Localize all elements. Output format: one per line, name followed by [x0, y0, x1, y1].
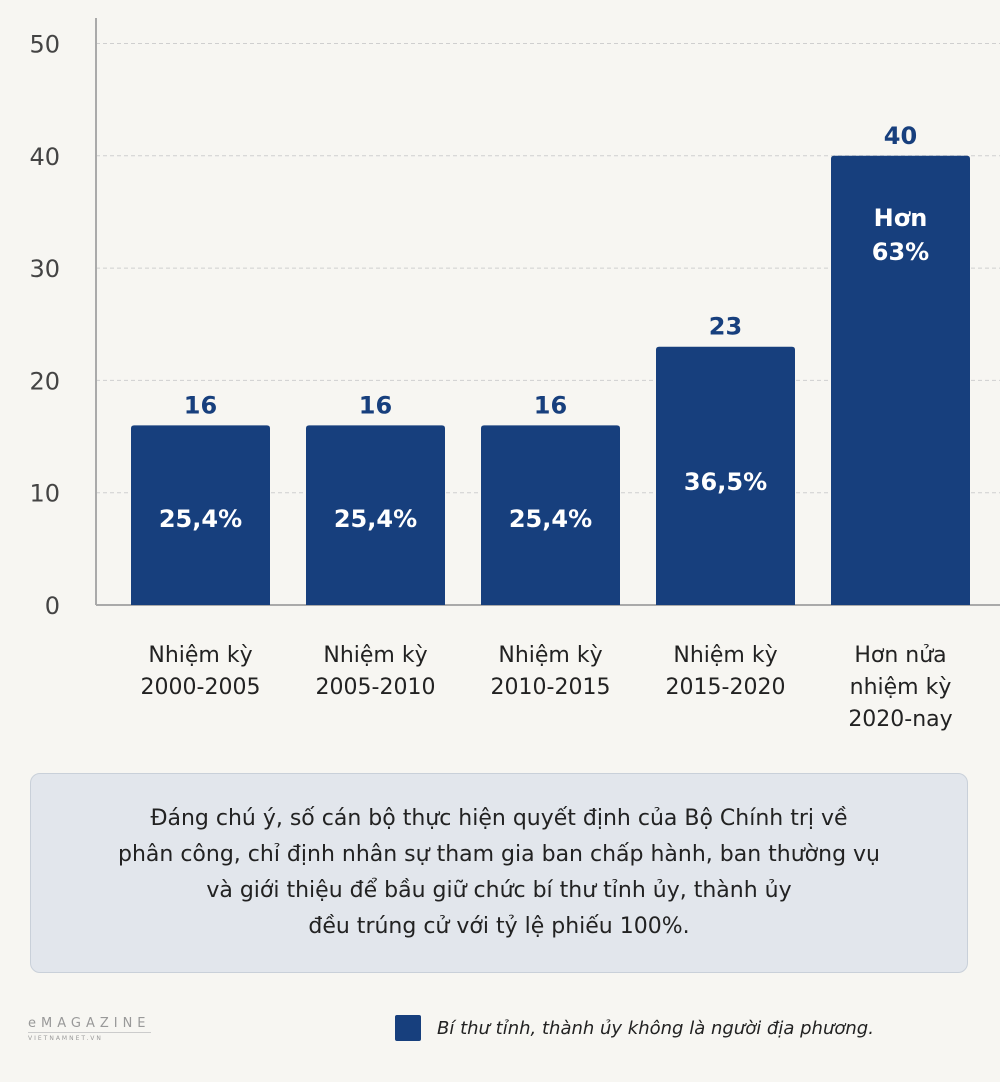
bar-percent-label: 36,5%: [684, 468, 767, 496]
x-tick-label: 2010-2015: [491, 675, 611, 700]
bar-value-label: 16: [534, 391, 567, 419]
bar-value-label: 23: [709, 313, 742, 341]
bar-percent-label: 25,4%: [159, 505, 242, 533]
y-tick-label: 10: [29, 480, 60, 508]
bar-percent-label: 25,4%: [509, 505, 592, 533]
bar-value-label: 40: [884, 122, 917, 150]
bar: [656, 346, 795, 605]
x-tick-label: 2015-2020: [666, 675, 786, 700]
legend-label: Bí thư tỉnh, thành ủy không là người địa…: [437, 1017, 874, 1039]
bar: [131, 425, 270, 605]
x-tick-label: 2020-nay: [848, 707, 952, 732]
y-tick-label: 50: [29, 31, 60, 59]
x-tick-label: nhiệm kỳ: [850, 675, 952, 700]
emagazine-logo: eMAGAZINE VIETNAMNET.VN: [28, 1016, 151, 1042]
y-tick-label: 40: [29, 143, 60, 171]
legend-swatch: [395, 1015, 421, 1041]
x-tick-label: Nhiệm kỳ: [673, 643, 777, 668]
x-tick-label: Nhiệm kỳ: [323, 643, 427, 668]
x-tick-label: Nhiệm kỳ: [148, 643, 252, 668]
bar-chart: 0 10 20 30 40 50 16 25,4% Nhiệm kỳ 2000-2005 16 25,…: [29, 18, 1000, 732]
bar-percent-label: Hơn: [874, 204, 928, 232]
bar-value-label: 16: [359, 391, 392, 419]
x-tick-label: 2000-2005: [141, 675, 261, 700]
bar: [481, 425, 620, 605]
note-text: Đáng chú ý, số cán bộ thực hiện quyết đị…: [118, 806, 880, 939]
x-tick-label: Nhiệm kỳ: [498, 643, 602, 668]
x-tick-label: Hơn nửa: [854, 643, 946, 668]
x-tick-label: 2005-2010: [316, 675, 436, 700]
logo-line1: eMAGAZINE: [28, 1016, 151, 1033]
y-tick-label: 20: [29, 367, 60, 395]
legend: Bí thư tỉnh, thành ủy không là người địa…: [395, 1015, 874, 1041]
note-box: Đáng chú ý, số cán bộ thực hiện quyết đị…: [30, 773, 968, 973]
bar-value-label: 16: [184, 391, 217, 419]
bar: [831, 155, 970, 606]
bar-percent-label: 25,4%: [334, 505, 417, 533]
bar: [306, 425, 445, 605]
y-tick-label: 0: [45, 592, 60, 620]
bar-percent-label: 63%: [872, 238, 929, 266]
y-tick-label: 30: [29, 255, 60, 283]
logo-line2: VIETNAMNET.VN: [28, 1035, 103, 1042]
